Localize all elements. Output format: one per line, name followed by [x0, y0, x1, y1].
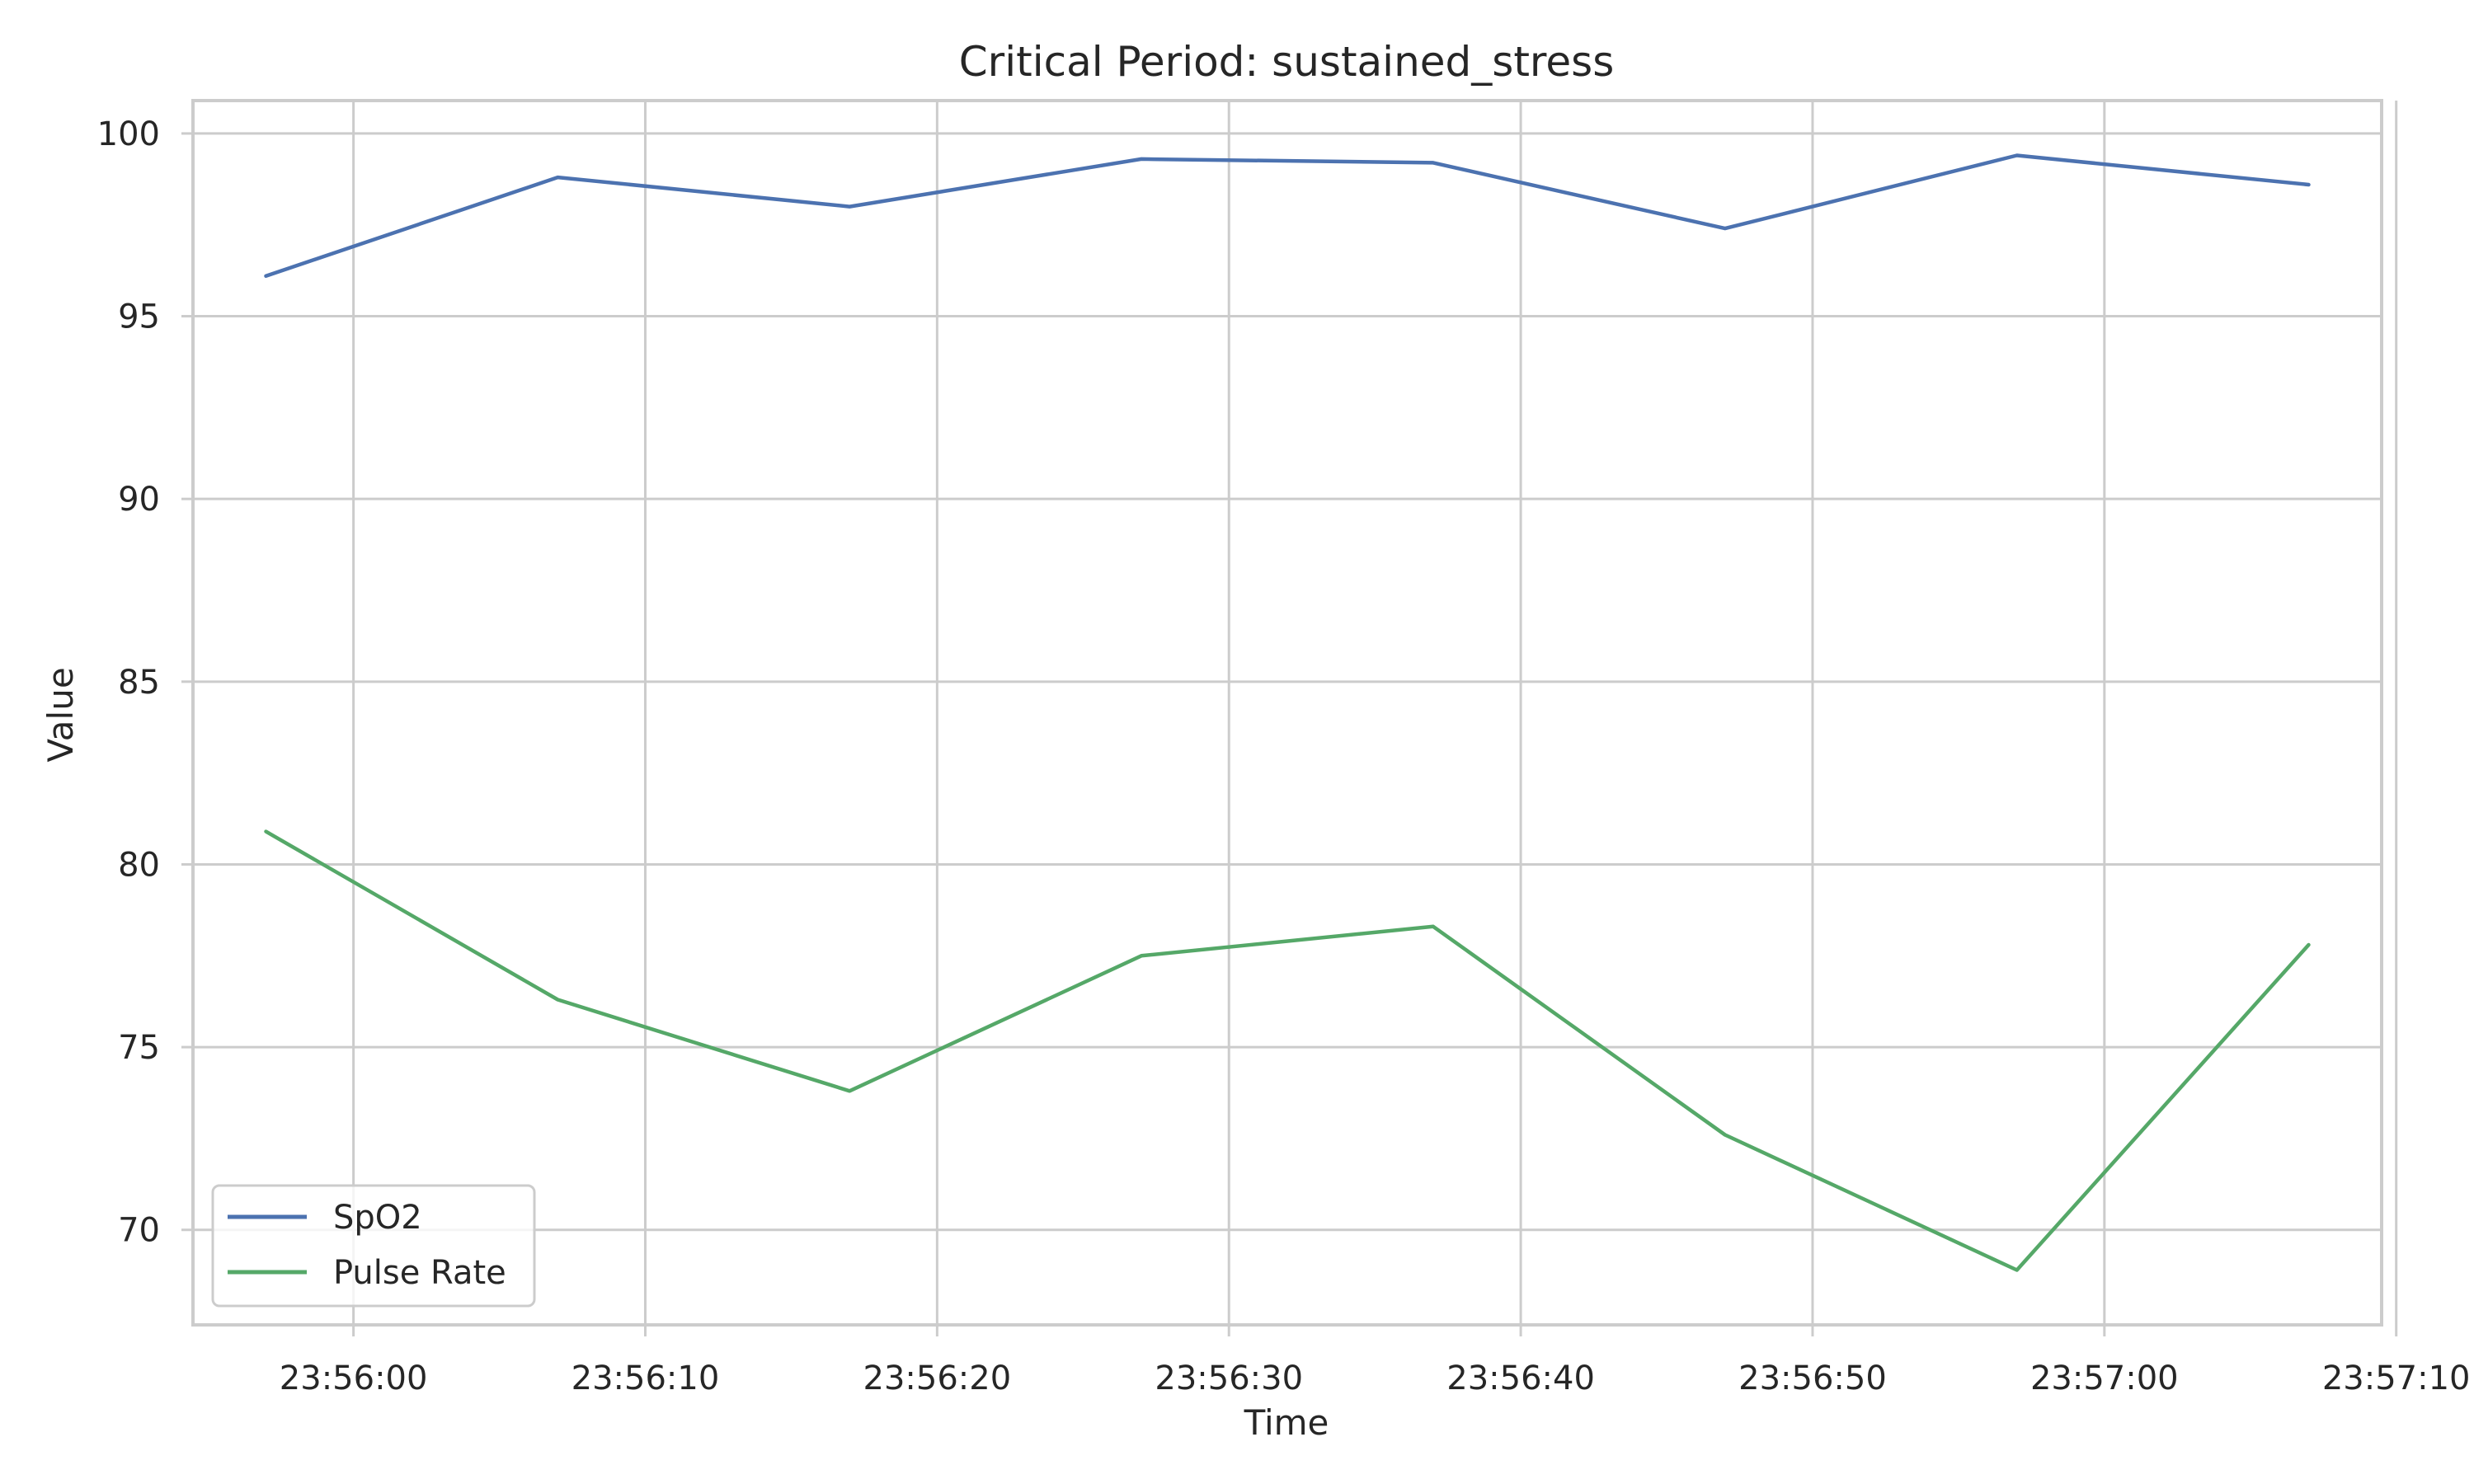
series-line-pulse-rate — [264, 829, 2311, 1272]
x-tick-label: 23:56:00 — [280, 1360, 428, 1397]
y-tick-labels: 70 75 80 85 90 95 100 — [97, 115, 160, 1250]
y-tick-label: 80 — [118, 846, 160, 884]
y-tick-label: 75 — [118, 1029, 160, 1067]
x-tick-label: 23:56:40 — [1446, 1360, 1595, 1397]
legend-label-pulse-rate: Pulse Rate — [333, 1254, 506, 1292]
x-tick-label: 23:56:30 — [1155, 1360, 1303, 1397]
x-tick-label: 23:56:20 — [863, 1360, 1012, 1397]
y-tick-label: 85 — [118, 664, 160, 702]
legend-label-spo2: SpO2 — [333, 1199, 422, 1237]
x-tick-labels: 23:56:00 23:56:10 23:56:20 23:56:30 23:56:40… — [280, 1360, 2471, 1397]
tick-marks — [181, 132, 2398, 1336]
x-tick-label: 23:57:10 — [2322, 1360, 2471, 1397]
y-tick-label: 95 — [118, 298, 160, 336]
y-tick-label: 90 — [118, 481, 160, 519]
x-tick-label: 23:56:10 — [571, 1360, 720, 1397]
y-tick-label: 70 — [118, 1212, 160, 1250]
y-axis-label: Value — [40, 667, 81, 762]
x-tick-label: 23:56:50 — [1738, 1360, 1887, 1397]
plot-frame — [191, 99, 2383, 1327]
x-tick-label: 23:57:00 — [2030, 1360, 2179, 1397]
series-layer — [264, 153, 2311, 1272]
grid — [193, 101, 2398, 1325]
x-axis-label: Time — [1244, 1402, 1329, 1443]
y-tick-label: 100 — [97, 115, 160, 153]
chart-title: Critical Period: sustained_stress — [959, 38, 1615, 86]
series-line-spo2 — [264, 153, 2311, 279]
legend: SpO2 Pulse Rate — [211, 1184, 536, 1308]
